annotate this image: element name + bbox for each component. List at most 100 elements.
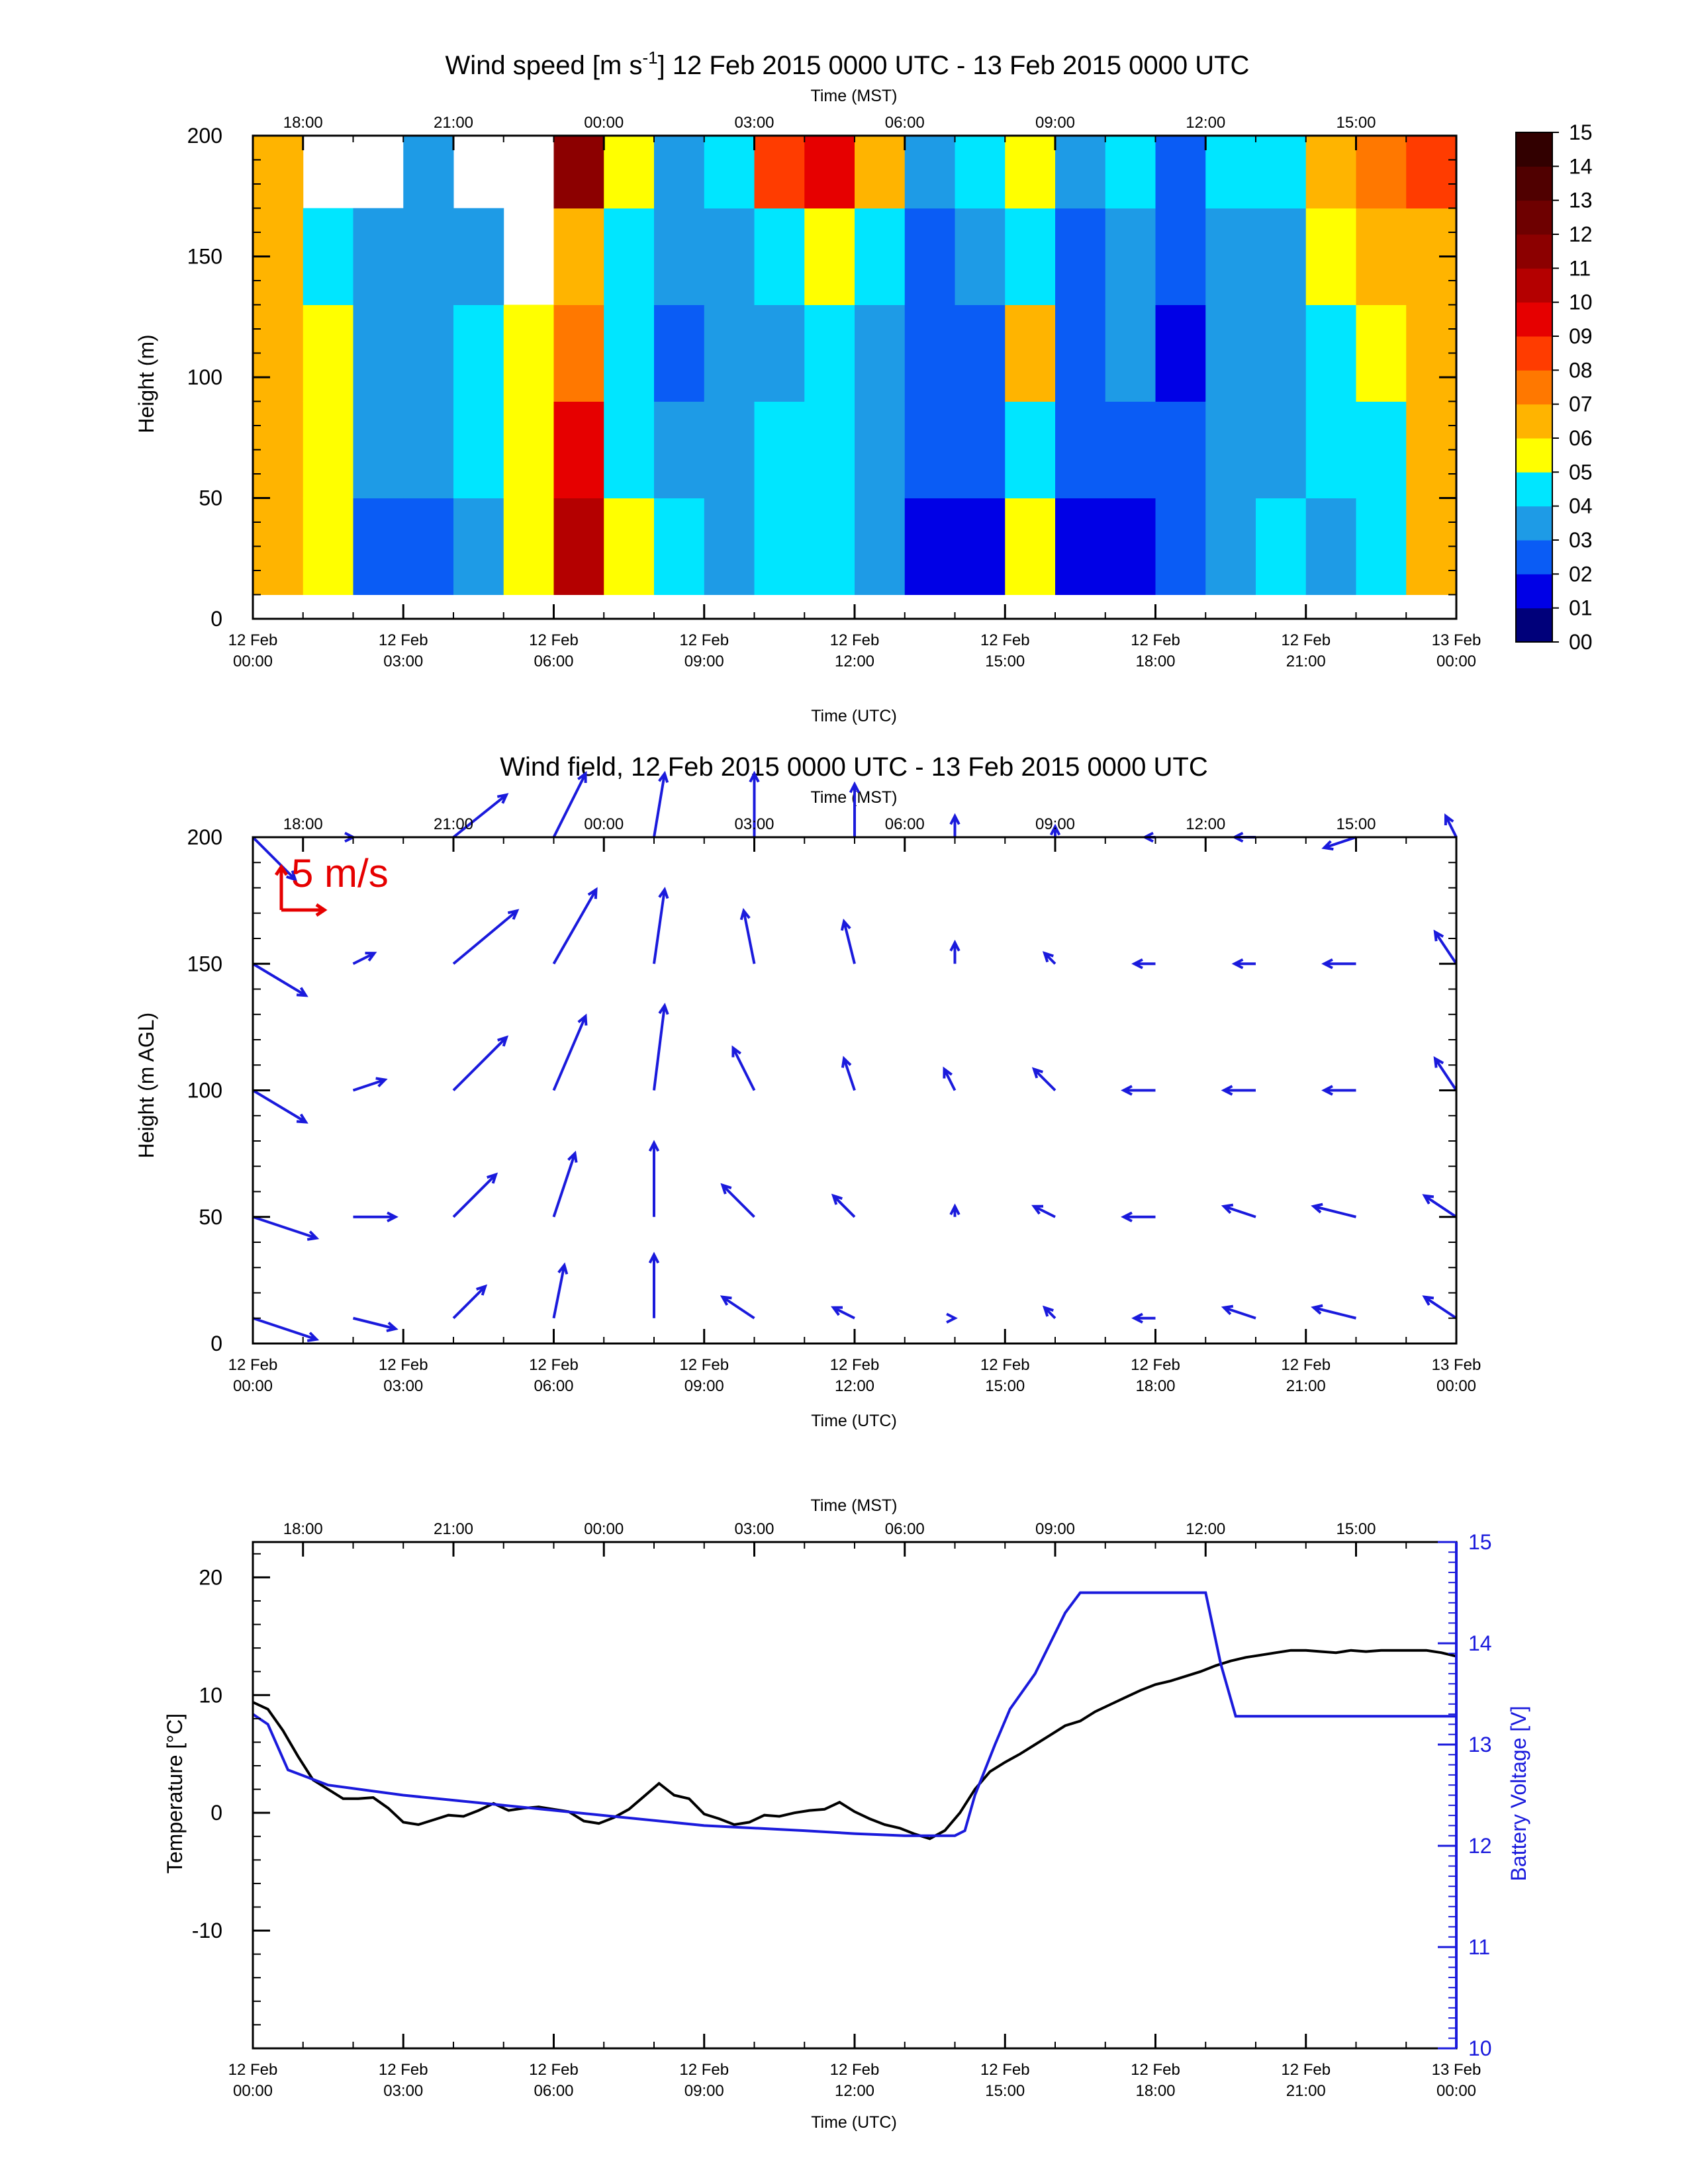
heatmap-cell [955,498,1006,595]
heatmap-cell [303,208,353,305]
top-tick-label: 06:00 [885,815,925,833]
wind-speed-title: Wind speed [m s-1] 12 Feb 2015 0000 UTC … [445,48,1250,80]
heatmap-cell [855,401,906,498]
heatmap-cell [1005,304,1056,402]
x-tick-label-date: 12 Feb [529,1356,579,1374]
heatmap-cell [1406,498,1457,595]
heatmap-cell [553,208,604,305]
x-tick-label-date: 12 Feb [980,1356,1030,1374]
x-tick-label-time: 15:00 [985,2082,1025,2100]
wind-vector-arrow [1321,836,1357,851]
heatmap-cell [1005,136,1056,208]
heatmap-cell [253,136,304,208]
wind-vector-arrow [252,836,298,882]
y2-tick-label: 15 [1468,1530,1492,1554]
heatmap-cell [1055,401,1106,498]
x-tick-label-date: 12 Feb [830,631,880,649]
heatmap-cell [1155,136,1206,208]
wind-vector-arrow [1049,823,1061,837]
heatmap-cell [403,498,454,595]
heatmap-cell [553,401,604,498]
x-tick-label-time: 06:00 [534,1377,573,1395]
x-tick-label-time: 00:00 [233,653,273,670]
x-tick-label-date: 12 Feb [679,631,729,649]
wind-vector-arrow [648,1140,660,1217]
heatmap-cell [1356,304,1407,402]
x-tick-label-date: 12 Feb [529,2061,579,2079]
y-tick-label: 0 [211,607,222,631]
heatmap-cell [353,208,404,305]
heatmap-cell [1055,208,1106,305]
heatmap-cell [1356,136,1407,208]
y-tick-label: 200 [187,825,222,849]
x-tick-label-date: 12 Feb [830,2061,880,2079]
x-tick-label-date: 12 Feb [830,1356,880,1374]
heatmap-cell [654,136,705,208]
x-tick-label-time: 00:00 [1436,1377,1476,1395]
y-tick-label: 100 [187,365,222,389]
colorbar-swatch [1516,200,1552,235]
wind-scale-label: 5 m/s [291,851,389,895]
x-tick-label-time: 15:00 [985,1377,1025,1395]
top-tick-label: 03:00 [734,815,774,833]
heatmap-cell [1155,208,1206,305]
x-tick-label-date: 12 Feb [529,631,579,649]
wind-vector-arrow [1131,958,1156,970]
heatmap-cell [503,401,554,498]
heatmap-cell [654,401,705,498]
heatmap-cell [604,208,655,305]
colorbar-swatch [1516,574,1552,609]
heatmap-cell [253,401,304,498]
heatmap-cell [1305,498,1356,595]
wind-vector-arrow [252,1089,308,1124]
heatmap-cell [1406,304,1457,402]
wind-vector-arrow [452,1284,488,1320]
x-tick-label-time: 12:00 [835,653,874,670]
wind-vector-arrow [1321,958,1356,970]
top-tick-label: 06:00 [885,1520,925,1538]
heatmap-cell [1305,136,1356,208]
heatmap-cell [1205,304,1256,402]
wind-field-title: Wind field, 12 Feb 2015 0000 UTC - 13 Fe… [500,752,1208,782]
wind-vector-arrow [831,1193,856,1218]
heatmap-cell [904,304,955,402]
wind-vector-arrow [831,1306,855,1320]
wind-speed-bottom-axis-label: Time (UTC) [811,707,897,725]
heatmap-cell [353,401,404,498]
heatmap-cell [804,304,855,402]
wind-vector-arrow [1131,1312,1156,1324]
x-tick-label-date: 12 Feb [379,1356,428,1374]
y-tick-label: 50 [199,1205,222,1229]
heatmap-cell [654,498,705,595]
heatmap-cell [1005,208,1056,305]
x-tick-label-time: 12:00 [835,2082,874,2100]
temperature-line [252,1649,1457,1841]
wind-vector-arrow [552,1150,578,1218]
heatmap-cell [604,136,655,208]
heatmap-cell [303,304,353,402]
x-tick-label-date: 12 Feb [1281,2061,1331,2079]
colorbar-tick-label: 01 [1569,596,1593,620]
heatmap-cell [1356,401,1407,498]
wind-vector-arrow [841,1056,856,1091]
heatmap-cell [855,304,906,402]
colorbar-swatch [1516,302,1552,337]
wind-field-plot-area [252,770,1458,1342]
x-tick-label-time: 00:00 [233,2082,273,2100]
wind-speed-y-axis-label: Height (m) [134,334,158,433]
temperature-voltage-plot-area [252,1591,1457,1841]
heatmap-cell [1105,401,1156,498]
colorbar-swatch [1516,336,1552,371]
heatmap-cell [804,498,855,595]
wind-field-axes: 12 Feb 00:00 12 Feb 03:00 12 Feb 06:00 12 Feb 0… [187,815,1481,1395]
wind-vector-arrow [552,1262,569,1319]
heatmap-cell [904,498,955,595]
temp-top-axis-label: Time (MST) [811,1496,898,1515]
heatmap-cell [1256,498,1307,595]
x-tick-label-date: 12 Feb [1281,1356,1331,1374]
x-tick-label-time: 21:00 [1286,1377,1326,1395]
colorbar-swatch [1516,540,1552,574]
heatmap-cell [1055,498,1106,595]
wind-vector-arrow [1221,1304,1256,1320]
heatmap-cell [453,498,504,595]
